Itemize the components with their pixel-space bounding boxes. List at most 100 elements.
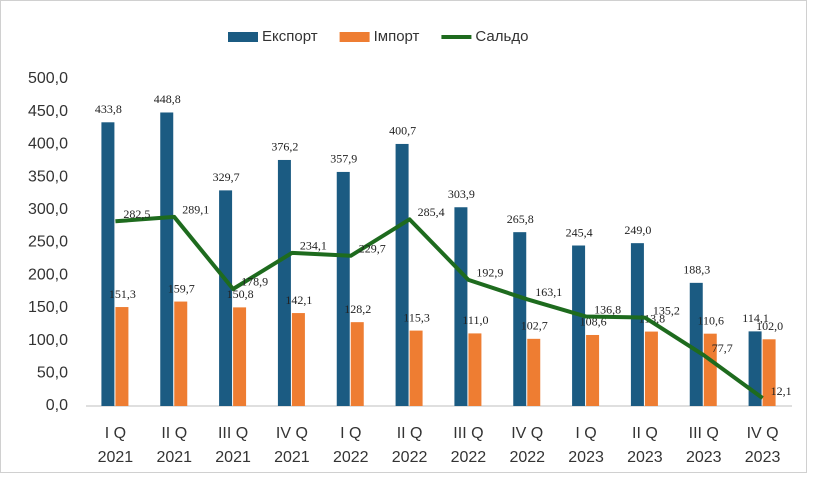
data-label: 102,0 <box>756 319 783 333</box>
data-label: 234,1 <box>300 239 327 253</box>
data-label: 249,0 <box>624 223 651 237</box>
data-label: 111,0 <box>462 313 488 327</box>
x-tick-label: 2023 <box>686 449 722 466</box>
data-label: 265,8 <box>507 212 534 226</box>
y-tick-label: 50,0 <box>37 365 68 382</box>
x-tick-label: 2021 <box>98 449 134 466</box>
data-label: 400,7 <box>389 124 416 138</box>
data-label: 128,2 <box>344 302 371 316</box>
data-label: 282,5 <box>123 207 150 221</box>
y-tick-label: 0,0 <box>46 397 68 414</box>
legend-swatch <box>339 32 370 42</box>
x-tick-label: IV Q <box>747 425 779 442</box>
y-tick-label: 450,0 <box>28 103 68 120</box>
x-tick-label: IV Q <box>511 425 543 442</box>
y-tick-label: 400,0 <box>28 136 68 153</box>
bar <box>336 171 350 406</box>
legend-swatch <box>228 32 258 42</box>
x-tick-label: 2023 <box>568 449 604 466</box>
data-label: 433,8 <box>95 102 122 116</box>
y-tick-label: 250,0 <box>28 234 68 251</box>
x-tick-label: III Q <box>689 425 719 442</box>
y-tick-label: 200,0 <box>28 266 68 283</box>
data-label: 142,1 <box>285 293 312 307</box>
bar <box>409 330 423 406</box>
data-label: 12,1 <box>771 384 792 398</box>
y-tick-label: 350,0 <box>28 168 68 185</box>
x-tick-label: 2023 <box>745 449 781 466</box>
line <box>115 214 764 400</box>
x-tick-label: 2022 <box>451 449 487 466</box>
x-tick-label: 2022 <box>392 449 428 466</box>
legend-label: Експорт <box>262 28 318 45</box>
data-label: 102,7 <box>521 319 548 333</box>
x-tick-label: I Q <box>575 425 596 442</box>
x-tick-label: 2021 <box>156 449 192 466</box>
data-label: 113,8 <box>639 311 666 325</box>
bar <box>630 243 644 406</box>
data-label: 115,3 <box>403 310 430 324</box>
data-label: 110,6 <box>697 313 724 327</box>
bar <box>762 339 776 406</box>
data-label: 376,2 <box>271 140 298 154</box>
bar <box>454 207 468 406</box>
bar <box>115 307 129 406</box>
bar <box>689 282 703 406</box>
bar <box>748 331 762 406</box>
data-label: 448,8 <box>154 92 181 106</box>
bar <box>644 331 658 406</box>
bar <box>586 334 600 406</box>
data-label: 163,1 <box>535 285 562 299</box>
data-label: 192,9 <box>476 266 503 280</box>
data-label: 357,9 <box>330 152 357 166</box>
data-label: 329,7 <box>213 170 240 184</box>
bar <box>291 313 305 406</box>
bar <box>513 232 527 406</box>
data-label: 114,1 <box>742 311 769 325</box>
data-label: 178,9 <box>241 275 268 289</box>
y-tick-label: 300,0 <box>28 201 68 218</box>
x-tick-label: 2023 <box>627 449 663 466</box>
x-tick-label: 2021 <box>215 449 251 466</box>
x-tick-label: II Q <box>161 425 187 442</box>
bar <box>703 333 717 406</box>
bar <box>468 333 482 406</box>
data-label: 151,3 <box>109 287 136 301</box>
data-label: 136,8 <box>594 302 621 316</box>
data-label: 135,2 <box>653 303 680 317</box>
data-label: 150,8 <box>227 287 254 301</box>
data-label: 159,7 <box>168 281 195 295</box>
x-tick-label: I Q <box>340 425 361 442</box>
x-tick-label: III Q <box>453 425 483 442</box>
x-tick-label: I Q <box>105 425 126 442</box>
x-tick-label: II Q <box>397 425 423 442</box>
legend-label: Сальдо <box>475 28 528 45</box>
y-tick-label: 100,0 <box>28 332 68 349</box>
legend-label: Імпорт <box>374 28 420 45</box>
bar <box>350 322 364 406</box>
x-tick-label: II Q <box>632 425 658 442</box>
data-label: 245,4 <box>566 225 593 239</box>
bar <box>277 159 291 406</box>
data-label: 77,7 <box>712 341 733 355</box>
data-label: 229,7 <box>359 242 386 256</box>
x-tick-label: 2022 <box>333 449 369 466</box>
bar <box>527 338 541 406</box>
bar <box>572 245 586 406</box>
bar <box>101 122 115 406</box>
x-tick-label: IV Q <box>276 425 308 442</box>
x-tick-label: III Q <box>218 425 248 442</box>
data-label: 289,1 <box>182 203 209 217</box>
bar <box>219 190 233 406</box>
data-label: 285,4 <box>418 205 445 219</box>
y-tick-label: 500,0 <box>28 70 68 87</box>
bar <box>233 307 247 406</box>
bar <box>395 143 409 406</box>
x-tick-label: 2021 <box>274 449 310 466</box>
x-tick-label: 2022 <box>509 449 545 466</box>
bar <box>174 301 188 406</box>
y-tick-label: 150,0 <box>28 299 68 316</box>
bar <box>160 112 174 406</box>
data-label: 303,9 <box>448 187 475 201</box>
